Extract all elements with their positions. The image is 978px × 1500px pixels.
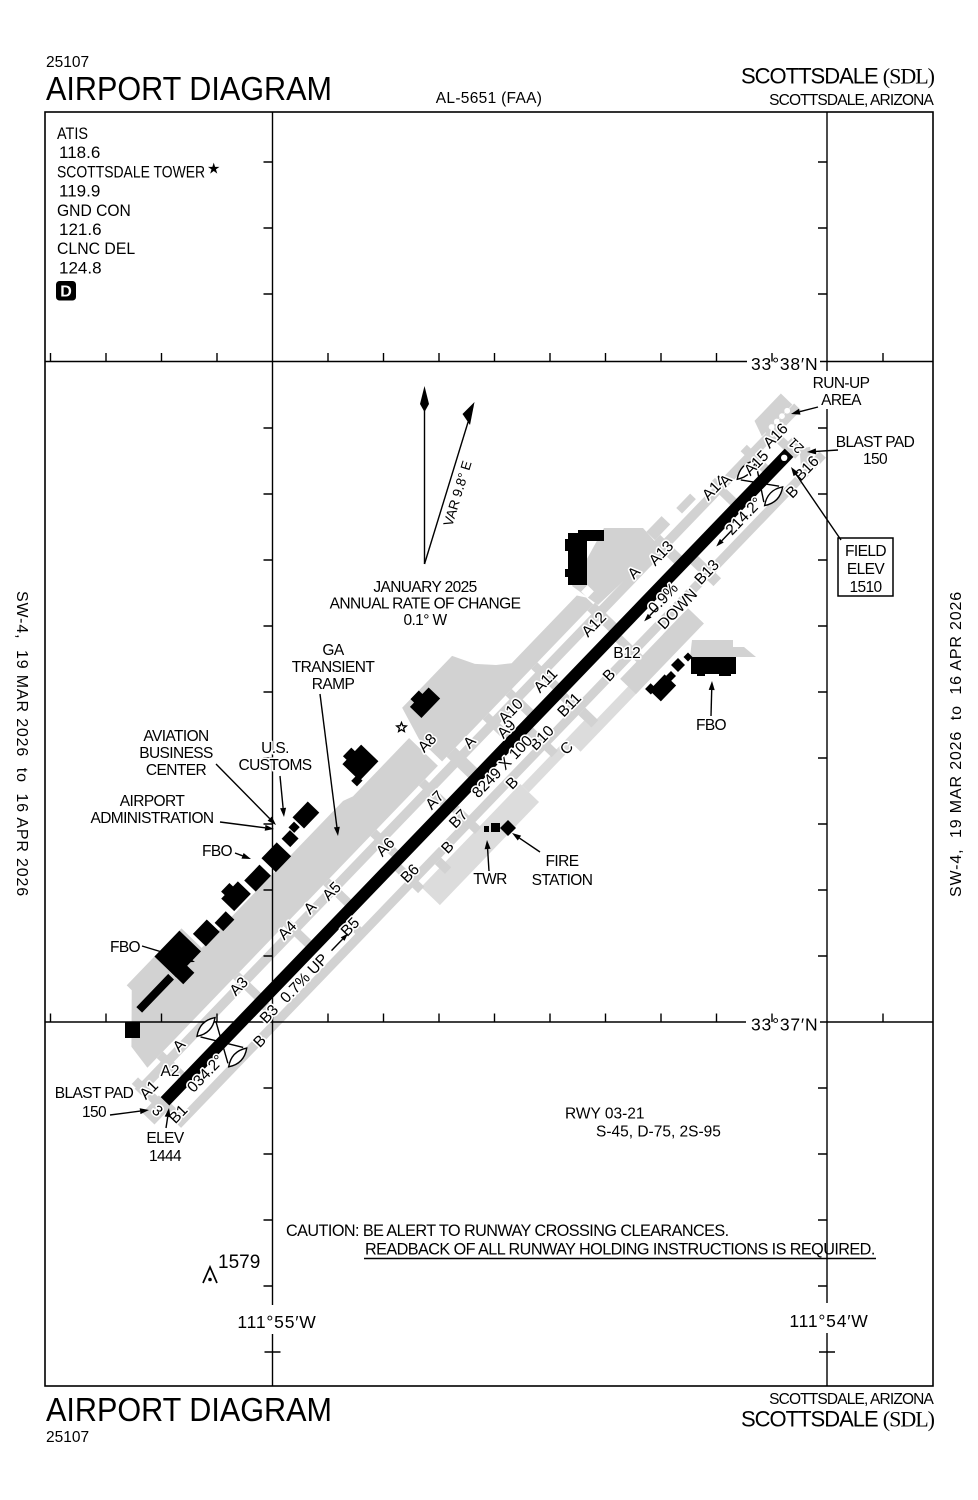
svg-text:1510: 1510 — [849, 579, 882, 596]
svg-text:SCOTTSDALE TOWER: SCOTTSDALE TOWER — [57, 163, 205, 182]
svg-text:A2: A2 — [161, 1063, 180, 1080]
svg-text:1579: 1579 — [218, 1252, 260, 1273]
svg-text:SCOTTSDALE, ARIZONA: SCOTTSDALE, ARIZONA — [769, 92, 934, 109]
svg-text:B12: B12 — [613, 645, 641, 662]
svg-text:AIRPORT DIAGRAM: AIRPORT DIAGRAM — [46, 1391, 332, 1429]
svg-text:SCOTTSDALE (SDL): SCOTTSDALE (SDL) — [741, 1407, 935, 1432]
svg-text:124.8: 124.8 — [59, 258, 102, 277]
svg-text:SW-4, 19 MAR 2026 to 16 APR: SW-4, 19 MAR 2026 to 16 APR 2026 — [13, 591, 30, 897]
svg-text:121.6: 121.6 — [59, 220, 102, 239]
svg-text:GA: GA — [322, 642, 344, 659]
svg-text:RUN-UP: RUN-UP — [813, 375, 870, 392]
svg-text:FIELD: FIELD — [845, 543, 886, 560]
svg-text:AIRPORT: AIRPORT — [120, 793, 186, 810]
svg-text:AIRPORT DIAGRAM: AIRPORT DIAGRAM — [46, 70, 332, 108]
svg-text:★: ★ — [207, 161, 220, 178]
svg-text:RWY 03-21: RWY 03-21 — [565, 1106, 645, 1123]
svg-text:CLNC DEL: CLNC DEL — [57, 240, 135, 259]
svg-text:CENTER: CENTER — [146, 762, 207, 779]
svg-text:BLAST PAD: BLAST PAD — [836, 434, 915, 451]
svg-text:CUSTOMS: CUSTOMS — [238, 757, 311, 774]
svg-text:33°37′N: 33°37′N — [751, 1015, 818, 1035]
svg-text:S-45, D-75, 2S-95: S-45, D-75, 2S-95 — [596, 1124, 721, 1141]
svg-text:AREA: AREA — [821, 392, 862, 409]
svg-text:RAMP: RAMP — [312, 676, 355, 693]
svg-text:ATIS: ATIS — [57, 125, 88, 143]
svg-text:150: 150 — [82, 1104, 107, 1121]
svg-text:SCOTTSDALE (SDL): SCOTTSDALE (SDL) — [741, 64, 935, 89]
svg-text:ADMINISTRATION: ADMINISTRATION — [90, 810, 213, 827]
svg-text:BLAST PAD: BLAST PAD — [55, 1085, 134, 1102]
svg-text:ELEV: ELEV — [146, 1130, 184, 1147]
svg-text:FBO: FBO — [110, 939, 141, 956]
svg-text:0.1° W: 0.1° W — [403, 612, 447, 629]
svg-text:111°55′W: 111°55′W — [237, 1312, 316, 1332]
svg-text:GND CON: GND CON — [57, 201, 131, 220]
svg-text:118.6: 118.6 — [59, 143, 100, 162]
svg-text:FBO: FBO — [696, 717, 727, 734]
svg-text:U.S.: U.S. — [261, 740, 289, 757]
svg-text:READBACK OF ALL RUNWAY HOLDING: READBACK OF ALL RUNWAY HOLDING INSTRUCTI… — [365, 1241, 875, 1259]
svg-text:BUSINESS: BUSINESS — [139, 745, 213, 762]
svg-text:AVIATION: AVIATION — [143, 728, 208, 745]
svg-text:25107: 25107 — [46, 1429, 89, 1446]
svg-text:TRANSIENT: TRANSIENT — [292, 659, 376, 676]
svg-text:25107: 25107 — [46, 54, 89, 71]
svg-text:AL-5651 (FAA): AL-5651 (FAA) — [436, 90, 542, 107]
svg-text:FBO: FBO — [202, 843, 233, 860]
svg-text:ELEV: ELEV — [847, 561, 885, 578]
svg-text:JANUARY 2025: JANUARY 2025 — [373, 579, 476, 596]
svg-text:ANNUAL RATE OF CHANGE: ANNUAL RATE OF CHANGE — [330, 596, 521, 613]
svg-text:150: 150 — [863, 451, 888, 468]
svg-text:33°38′N: 33°38′N — [751, 354, 818, 374]
svg-text:FIRE: FIRE — [546, 853, 579, 870]
svg-text:119.9: 119.9 — [59, 182, 100, 201]
svg-text:111°54′W: 111°54′W — [789, 1311, 868, 1331]
svg-text:SW-4, 19 MAR 2026 to 16 APR: SW-4, 19 MAR 2026 to 16 APR 2026 — [948, 591, 965, 897]
svg-text:1444: 1444 — [149, 1148, 182, 1165]
svg-text:D: D — [60, 284, 72, 301]
svg-text:TWR: TWR — [473, 871, 507, 888]
svg-text:CAUTION: BE ALERT TO RUNWAY CR: CAUTION: BE ALERT TO RUNWAY CROSSING CLE… — [286, 1222, 729, 1240]
svg-text:SCOTTSDALE, ARIZONA: SCOTTSDALE, ARIZONA — [769, 1391, 934, 1408]
svg-text:STATION: STATION — [532, 872, 593, 889]
